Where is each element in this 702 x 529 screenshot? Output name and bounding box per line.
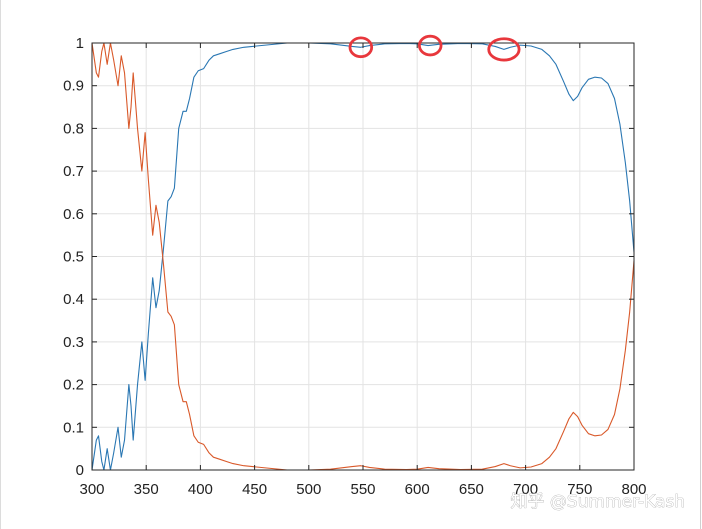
x-tick-label: 750 — [567, 481, 592, 498]
y-tick-label: 0.4 — [63, 291, 84, 308]
highlight-circle — [417, 34, 443, 57]
x-tick-label: 550 — [350, 481, 375, 498]
x-tick-label: 350 — [134, 481, 159, 498]
x-tick-label: 650 — [459, 481, 484, 498]
highlight-circle — [348, 36, 374, 59]
y-tick-label: 0.3 — [63, 334, 84, 351]
y-tick-label: 0.9 — [63, 78, 84, 95]
series-line-reflection — [91, 42, 635, 471]
y-tick-label: 0.8 — [63, 120, 84, 137]
y-tick-label: 0.1 — [63, 419, 84, 436]
highlight-circle — [487, 37, 521, 62]
y-tick-label: 0.5 — [63, 249, 84, 266]
x-tick-label: 700 — [513, 481, 538, 498]
y-tick-label: 0.2 — [63, 377, 84, 394]
x-tick-label: 600 — [405, 481, 430, 498]
watermark-text: 知乎 @Summer-Kash — [511, 492, 685, 512]
x-tick-label: 400 — [188, 481, 213, 498]
x-tick-label: 450 — [242, 481, 267, 498]
x-tick-label: 800 — [621, 481, 646, 498]
x-tick-label: 500 — [296, 481, 321, 498]
y-tick-label: 0 — [76, 462, 84, 479]
y-tick-label: 1 — [76, 35, 84, 52]
series-line-transmission — [91, 42, 635, 471]
plot-area: 300 350 400 450 500 550 600 650 700 750 800 0 0.1 0.2… — [63, 34, 647, 498]
x-tick-label: 300 — [79, 481, 104, 498]
y-tick-label: 0.7 — [63, 163, 84, 180]
y-tick-label: 0.6 — [63, 206, 84, 223]
